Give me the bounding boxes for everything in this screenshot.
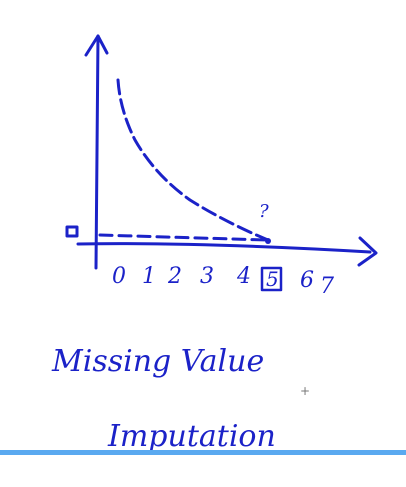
x-tick-2: 2 [167, 264, 182, 289]
decay-curve [116, 78, 270, 242]
tick-5-box [260, 266, 283, 292]
caption-missing-value: Missing Value [51, 344, 264, 379]
x-axis [76, 236, 378, 267]
missing-point-marker [265, 238, 271, 244]
x-tick-6: 6 [300, 268, 314, 293]
x-tick-3: 3 [200, 264, 214, 289]
x-tick-0: 0 [112, 264, 126, 289]
bottom-strip [0, 455, 406, 487]
x-tick-7: 7 [320, 274, 334, 299]
dashed-baseline [98, 233, 268, 242]
bottom-accent-bar [0, 450, 406, 455]
crosshair-cursor-icon: + [300, 384, 310, 398]
x-tick-4: 4 [236, 264, 251, 289]
x-tick-1: 1 [142, 264, 156, 289]
y-axis-box-marker [65, 225, 79, 238]
x-tick-5: 5 [266, 267, 279, 291]
x-tick-labels: 0 1 2 3 4 5 6 7 [112, 264, 334, 299]
y-axis [84, 34, 109, 270]
question-mark: ? [259, 201, 269, 222]
caption-imputation: Imputation [107, 419, 276, 454]
